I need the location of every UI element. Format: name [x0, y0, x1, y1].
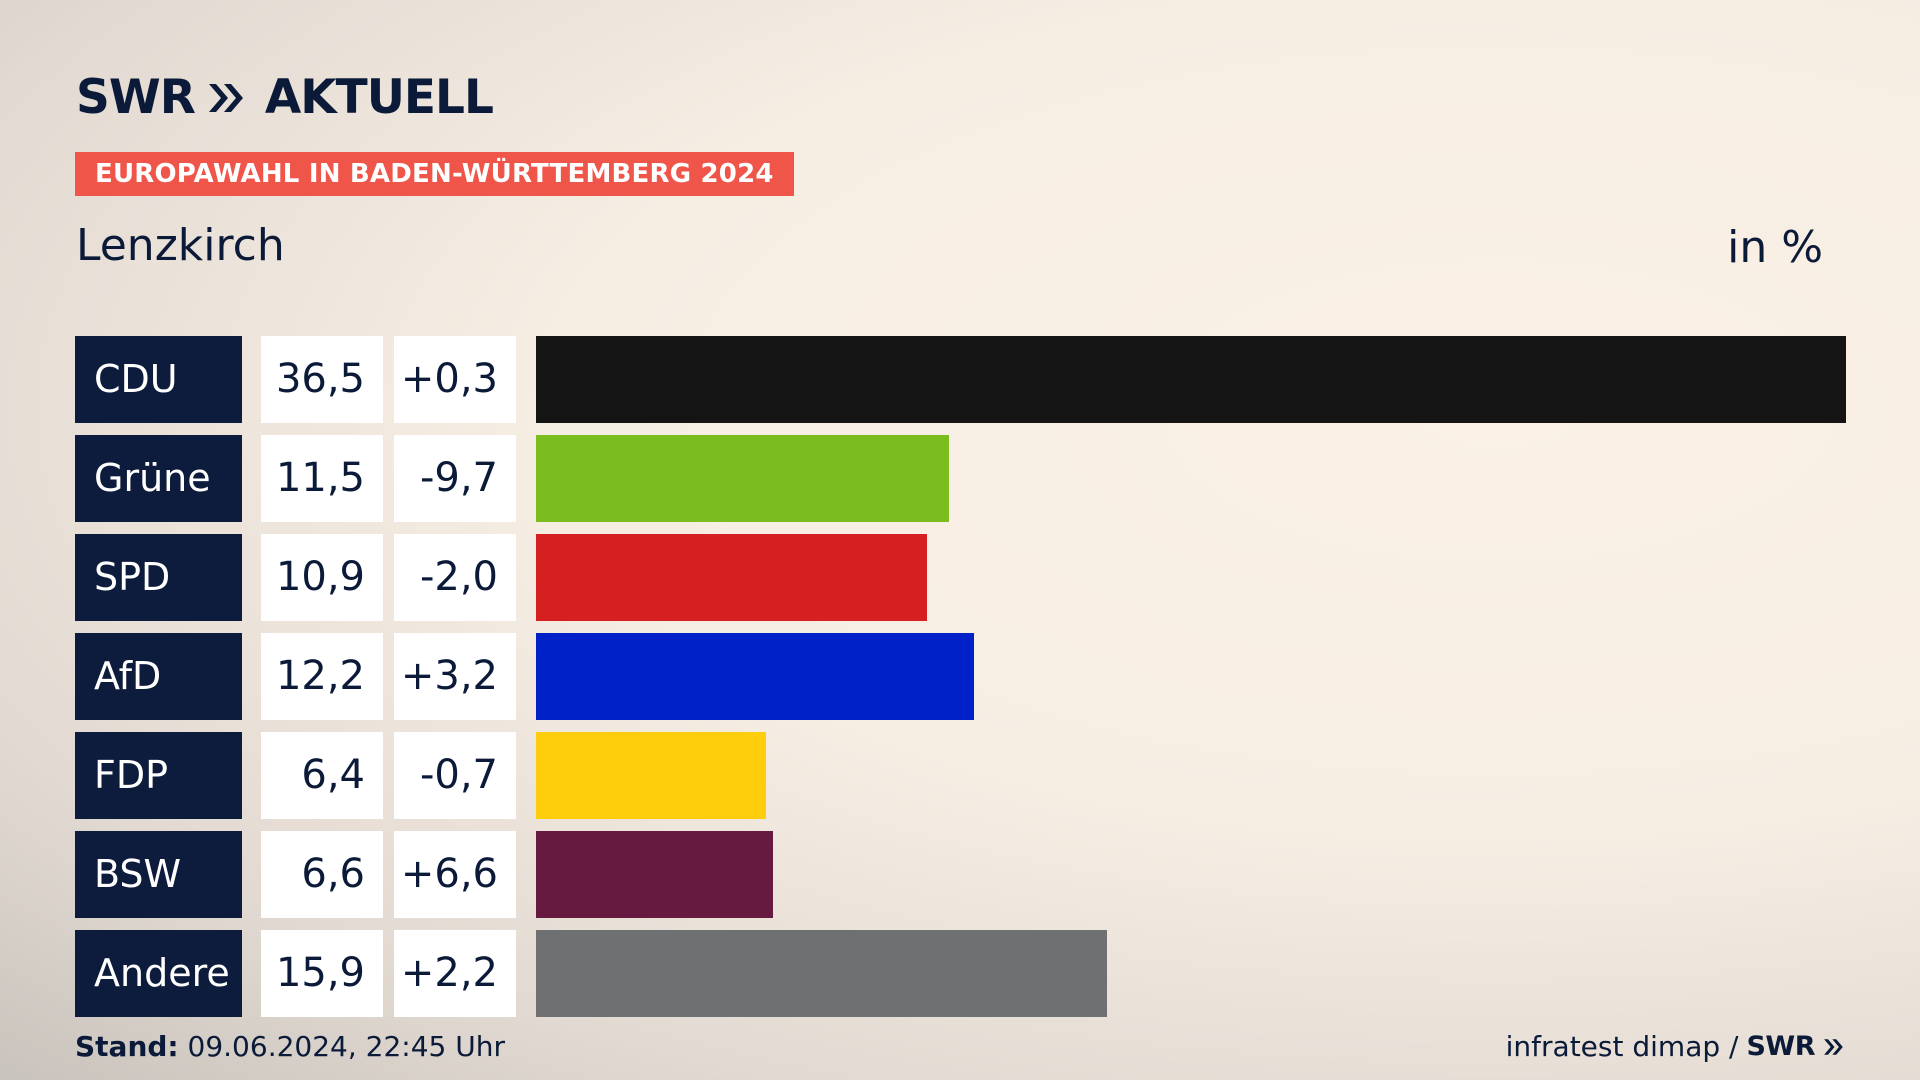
result-bar [536, 336, 1846, 423]
share-value: 15,9 [261, 930, 383, 1017]
party-row: CDU 36,5 +0,3 [75, 336, 1846, 423]
stand-value: 09.06.2024, 22:45 Uhr [187, 1030, 505, 1063]
diff-value: +6,6 [394, 831, 516, 918]
party-label: AfD [75, 633, 242, 720]
timestamp: Stand: 09.06.2024, 22:45 Uhr [75, 1030, 505, 1063]
party-label: BSW [75, 831, 242, 918]
party-row: Grüne 11,5 -9,7 [75, 435, 1846, 522]
diff-value: +3,2 [394, 633, 516, 720]
diff-value: -0,7 [394, 732, 516, 819]
stand-label: Stand: [75, 1030, 179, 1063]
party-label: FDP [75, 732, 242, 819]
party-row: FDP 6,4 -0,7 [75, 732, 1846, 819]
source-logo: SWR [1746, 1031, 1815, 1062]
swr-aktuell-logo: SWR AKTUELL [76, 70, 494, 125]
diff-value: -9,7 [394, 435, 516, 522]
source-text: infratest dimap / [1505, 1030, 1739, 1063]
party-label: CDU [75, 336, 242, 423]
election-badge: EUROPAWAHL IN BADEN-WÜRTTEMBERG 2024 [75, 152, 794, 196]
party-label: Andere [75, 930, 242, 1017]
result-bar [536, 732, 766, 819]
unit-label: in % [1727, 222, 1823, 273]
diff-value: +2,2 [394, 930, 516, 1017]
source-credit: infratest dimap / SWR [1506, 1030, 1845, 1063]
party-row: BSW 6,6 +6,6 [75, 831, 1846, 918]
small-double-chevron-icon [1824, 1038, 1843, 1055]
result-bar [536, 633, 974, 720]
share-value: 12,2 [261, 633, 383, 720]
party-label: SPD [75, 534, 242, 621]
result-bar [536, 534, 927, 621]
diff-value: -2,0 [394, 534, 516, 621]
logo-text: SWR [76, 70, 196, 125]
result-bar [536, 930, 1107, 1017]
share-value: 36,5 [261, 336, 383, 423]
party-row: AfD 12,2 +3,2 [75, 633, 1846, 720]
region-title: Lenzkirch [76, 220, 285, 271]
diff-value: +0,3 [394, 336, 516, 423]
double-chevron-icon [208, 83, 243, 112]
share-value: 10,9 [261, 534, 383, 621]
result-bar [536, 831, 773, 918]
share-value: 11,5 [261, 435, 383, 522]
share-value: 6,6 [261, 831, 383, 918]
party-label: Grüne [75, 435, 242, 522]
party-row: Andere 15,9 +2,2 [75, 930, 1846, 1017]
result-bar [536, 435, 949, 522]
share-value: 6,4 [261, 732, 383, 819]
logo-suffix: AKTUELL [264, 70, 494, 125]
party-row: SPD 10,9 -2,0 [75, 534, 1846, 621]
